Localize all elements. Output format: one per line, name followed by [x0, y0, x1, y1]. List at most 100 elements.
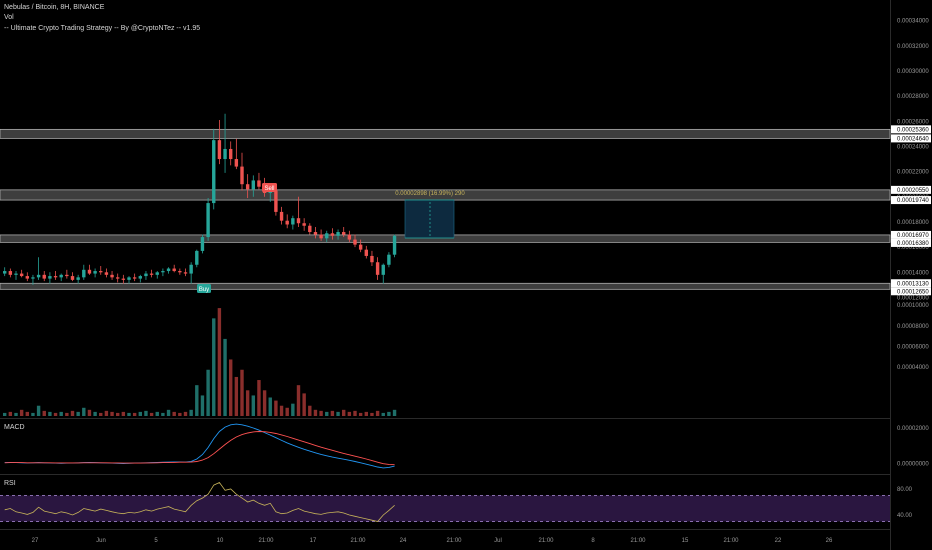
volume-tick-label: 0.00006000 — [897, 344, 929, 350]
volume-bar — [172, 411, 176, 416]
volume-bar — [110, 411, 114, 416]
price-zone-label-bg — [891, 196, 931, 205]
time-tick-label: 21:00 — [350, 538, 366, 544]
volume-bar — [370, 412, 374, 416]
volume-bar — [291, 403, 295, 416]
volume-bar — [302, 393, 306, 416]
candle-body — [53, 276, 58, 278]
volume-bar — [392, 409, 397, 416]
candle-body — [245, 184, 250, 190]
price-tick-label: 0.00024000 — [897, 144, 929, 150]
price-tick-label: 0.00022000 — [897, 170, 929, 176]
time-tick-label: 22 — [775, 538, 782, 544]
volume-bar — [3, 412, 7, 416]
volume-bar — [70, 410, 75, 416]
candle-body — [279, 211, 284, 221]
volume-bar — [251, 395, 255, 416]
price-zone-label-bg — [891, 230, 931, 239]
sell-signal-badge[interactable] — [262, 183, 277, 192]
volume-tick-label: 0.00004000 — [897, 365, 929, 371]
macd-pane-label[interactable]: MACD — [4, 424, 25, 431]
volume-bar — [223, 338, 227, 416]
volume-bar — [14, 412, 18, 416]
volume-bar — [347, 411, 352, 416]
volume-bar — [53, 412, 58, 416]
candle-body — [387, 254, 391, 265]
price-zone-3 — [0, 282, 891, 290]
time-tick-label: 21:00 — [446, 538, 462, 544]
volume-bar — [59, 411, 63, 416]
candle-body — [291, 218, 295, 225]
volume-bar — [93, 411, 97, 416]
volume-bar — [234, 376, 239, 416]
price-tick-label: 0.00028000 — [897, 94, 929, 100]
time-tick-label: Jun — [96, 538, 106, 544]
time-tick-label: 24 — [400, 538, 407, 544]
candle-body — [87, 269, 92, 274]
time-axis[interactable]: 27 Jun 5 10 21:00 17 21:00 24 21:00 Jul 21:00 8 21:0… — [32, 538, 833, 544]
candle-body — [336, 232, 340, 236]
macd-tick-label: 0.00002000 — [897, 426, 929, 432]
price-zone-label-bg — [891, 238, 931, 247]
volume-bar — [285, 407, 289, 416]
volume-bar — [229, 359, 233, 416]
candle-body — [358, 244, 363, 250]
measure-label: 0.00002898 (16.99%) 290 — [395, 191, 465, 197]
price-axis[interactable]: 0.00034000 0.00032000 0.00030000 0.00028000… — [897, 19, 929, 302]
macd-line — [4, 423, 395, 469]
price-range-measure[interactable] — [404, 199, 455, 239]
rsi-pane-label[interactable]: RSI — [4, 480, 16, 487]
candle-body — [195, 250, 199, 265]
volume-bar — [206, 369, 210, 416]
candle-body — [364, 249, 368, 256]
volume-bar — [268, 397, 272, 416]
rsi-axis[interactable]: 80.00 40.00 — [897, 487, 913, 519]
candle-body — [59, 274, 63, 278]
volume-axis[interactable]: 0.00010000 0.00008000 0.00006000 0.00004000 — [897, 303, 929, 371]
candle-body — [178, 271, 182, 273]
symbol-legend[interactable]: Nebulas / Bitcoin, 8H, BINANCE — [4, 4, 105, 11]
volume-bar — [375, 410, 380, 416]
macd-tick-label: 0.00000000 — [897, 461, 929, 467]
volume-legend[interactable]: Vol — [4, 14, 14, 21]
candle-body — [36, 274, 41, 278]
rsi-band — [0, 495, 890, 522]
volume-bar — [116, 412, 120, 416]
price-tick-label: 0.00030000 — [897, 69, 929, 75]
volume-bar — [240, 369, 244, 416]
candle-body — [392, 235, 397, 255]
price-tick-label: 0.00032000 — [897, 44, 929, 50]
volume-bar — [279, 405, 284, 416]
strategy-legend[interactable]: -- Ultimate Crypto Trading Strategy -- B… — [4, 25, 201, 32]
volume-bar — [178, 412, 182, 416]
price-tick-label: 0.00034000 — [897, 19, 929, 25]
candle-body — [31, 277, 35, 279]
candle-body — [25, 276, 29, 279]
time-tick-label: 10 — [217, 538, 224, 544]
candle-body — [285, 220, 289, 225]
price-zone-label: 0.00024640 — [897, 136, 929, 142]
buy-signal-badge[interactable] — [197, 284, 211, 293]
price-tick-label: 0.00018000 — [897, 220, 929, 226]
macd-axis[interactable]: 0.00002000 0.00000000 — [897, 426, 929, 467]
candle-body — [48, 276, 52, 279]
volume-bar — [144, 410, 148, 416]
candle-body — [375, 262, 380, 275]
candle-body — [70, 276, 75, 280]
volume-bar — [381, 412, 385, 416]
volume-bar — [48, 411, 52, 416]
volume-bar — [87, 409, 92, 416]
candle-body — [121, 278, 126, 280]
buy-signal-label: Buy — [199, 287, 209, 293]
time-tick-label: 21:00 — [723, 538, 739, 544]
volume-bar — [189, 409, 193, 416]
candle-body — [155, 272, 159, 275]
candle-body — [3, 271, 7, 274]
volume-bar — [166, 409, 171, 416]
rsi-tick-label: 80.00 — [897, 487, 913, 493]
candle-body — [99, 271, 103, 273]
price-zone-label: 0.00012650 — [897, 289, 929, 295]
volume-bar — [200, 395, 205, 416]
candle-body — [172, 268, 176, 272]
